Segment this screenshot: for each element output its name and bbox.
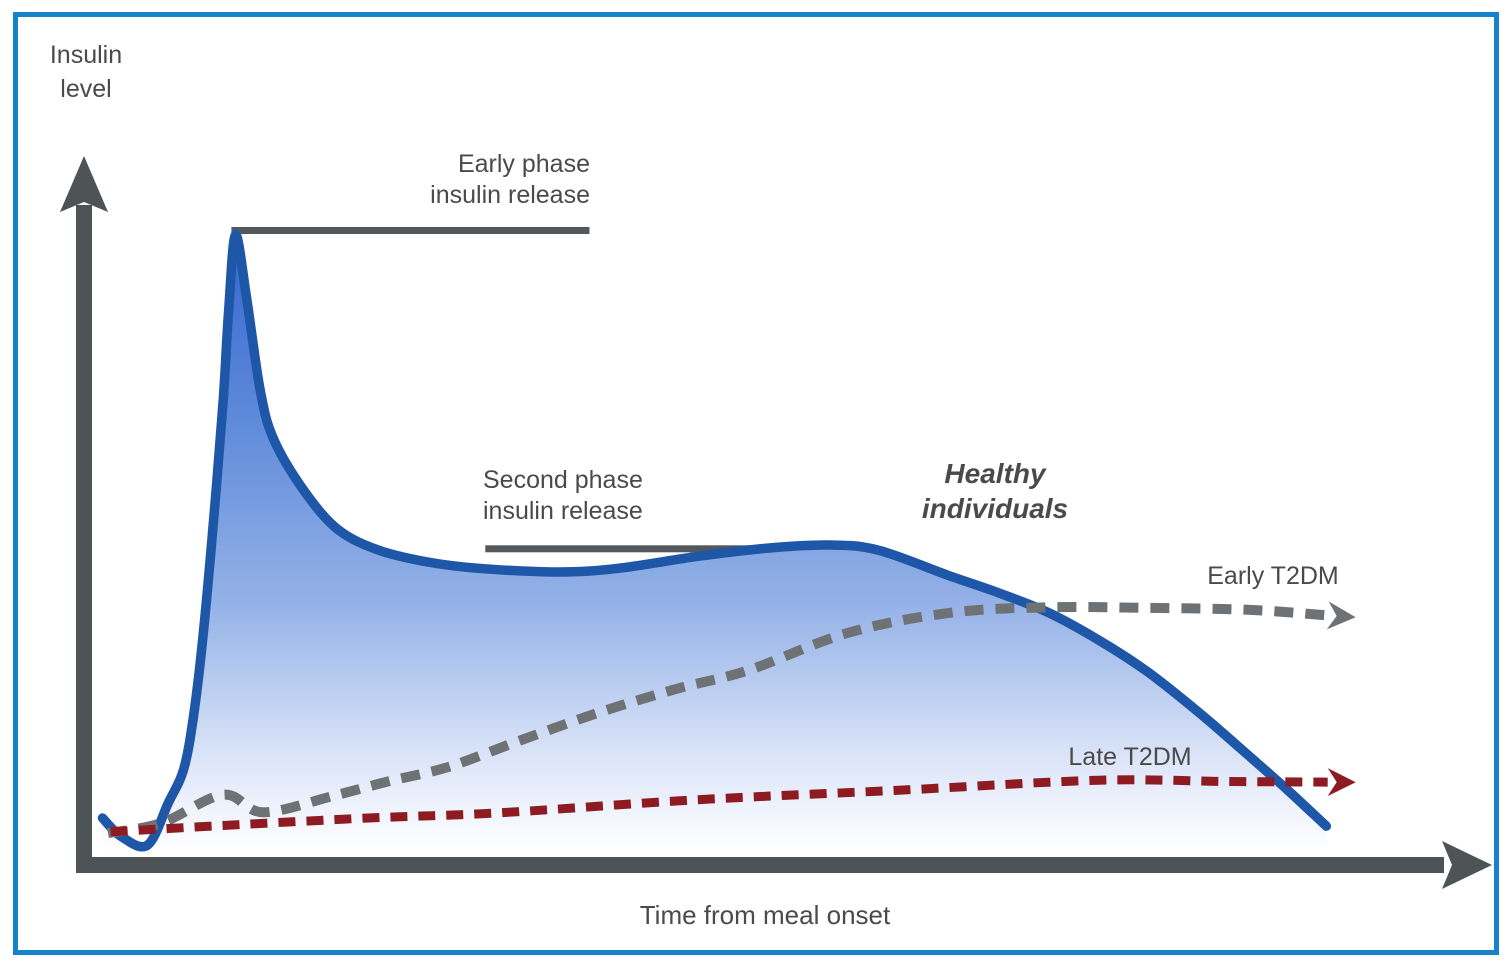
y-axis-label: Insulin level [49,41,123,103]
series-label-healthy-individuals: Healthy individuals [921,458,1069,524]
axes [60,156,1492,889]
series-label-late-t2dm: Late T2DM [1068,743,1192,771]
second-phase-annotation-label: Second phase insulin release [483,466,643,525]
x-axis-line [76,857,1444,873]
late-t2dm-curve [110,768,1356,837]
early-phase-marker-line [231,227,590,234]
x-axis-arrowhead [1442,841,1492,889]
y-axis-line [76,205,92,873]
early-t2dm-curve [107,601,1356,839]
healthy-curve [97,230,1332,852]
early-phase-annotation-label: Early phase insulin release [430,150,590,209]
series-label-early-t2dm: Early T2DM [1207,562,1339,590]
second-phase-marker-line [485,545,789,553]
x-axis-label: Time from meal onset [639,900,891,930]
y-axis-arrowhead [60,156,108,212]
healthy-area [102,234,1327,853]
